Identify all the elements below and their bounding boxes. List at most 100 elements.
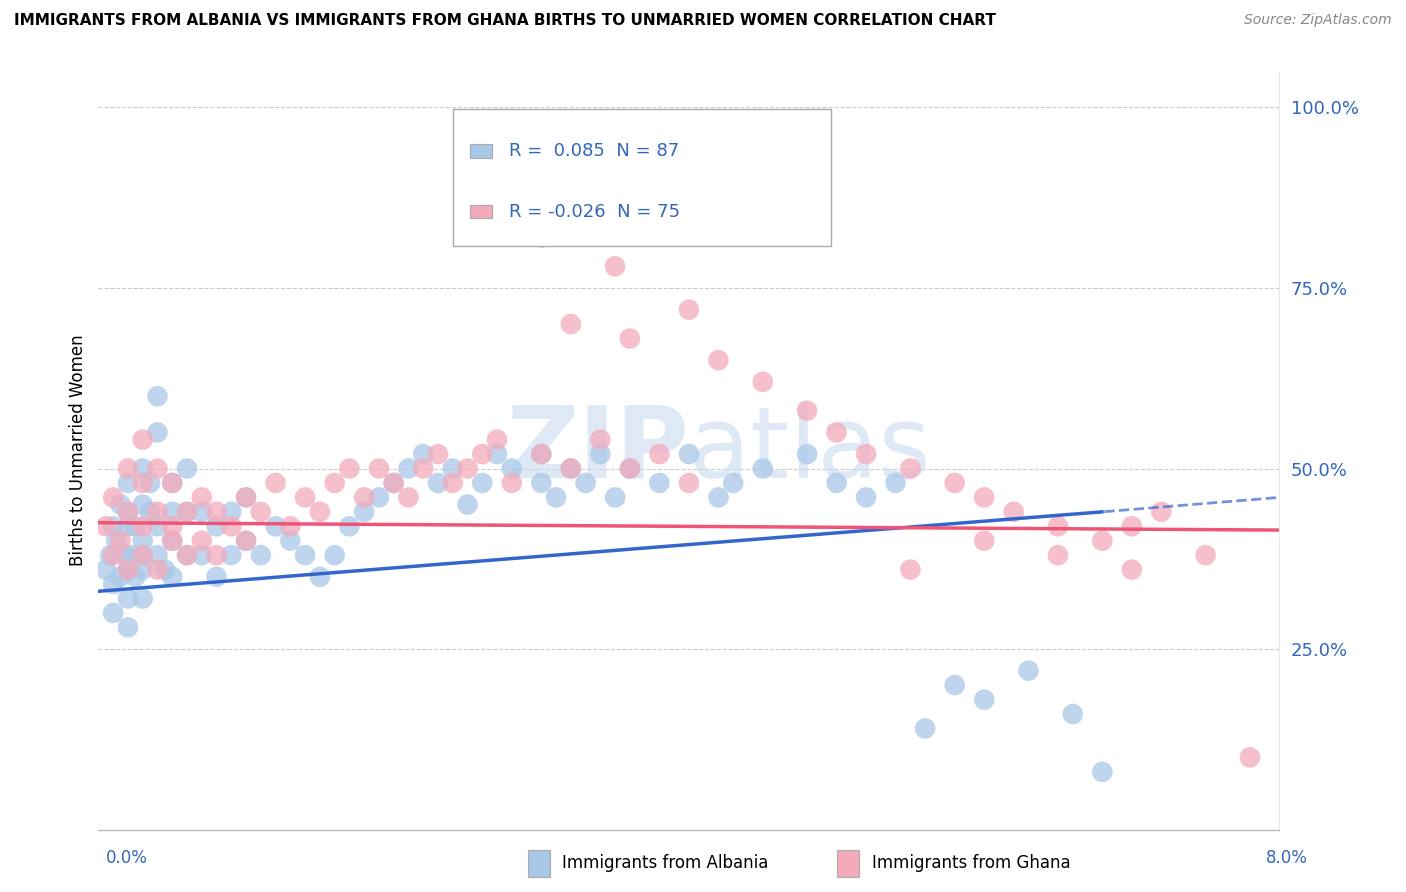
Point xyxy=(339,519,361,533)
Point xyxy=(205,505,228,519)
Point xyxy=(575,475,598,490)
Point xyxy=(825,475,848,490)
Point xyxy=(471,447,494,461)
Point xyxy=(176,461,198,475)
Point xyxy=(132,498,155,512)
Point xyxy=(205,570,228,584)
Point xyxy=(1062,706,1084,721)
Point xyxy=(191,491,214,505)
Point xyxy=(323,548,346,562)
Point xyxy=(1195,548,1218,562)
Point xyxy=(900,461,922,475)
Point xyxy=(132,548,155,562)
Point xyxy=(162,519,183,533)
Point xyxy=(117,505,139,519)
Point xyxy=(323,475,346,490)
Point xyxy=(110,498,132,512)
Point xyxy=(235,491,257,505)
Point xyxy=(427,475,450,490)
Point xyxy=(146,548,169,562)
Point xyxy=(139,505,162,519)
Point xyxy=(501,461,523,475)
Point xyxy=(132,533,155,548)
Point xyxy=(560,317,582,331)
Point xyxy=(914,722,936,736)
Point xyxy=(264,519,287,533)
Point xyxy=(441,461,464,475)
Point xyxy=(382,475,405,490)
Point xyxy=(117,519,139,533)
Point xyxy=(139,475,162,490)
Point xyxy=(353,505,375,519)
Point xyxy=(124,519,146,533)
Text: IMMIGRANTS FROM ALBANIA VS IMMIGRANTS FROM GHANA BIRTHS TO UNMARRIED WOMEN CORRE: IMMIGRANTS FROM ALBANIA VS IMMIGRANTS FR… xyxy=(14,13,995,29)
Text: 8.0%: 8.0% xyxy=(1265,849,1308,867)
Point xyxy=(605,260,627,274)
Point xyxy=(1150,505,1173,519)
Point xyxy=(110,533,132,548)
Point xyxy=(114,548,136,562)
Text: Immigrants from Albania: Immigrants from Albania xyxy=(562,855,769,872)
Point xyxy=(973,533,995,548)
Point xyxy=(146,563,169,577)
Point xyxy=(560,461,582,475)
Point xyxy=(855,447,877,461)
Point xyxy=(146,505,169,519)
Point xyxy=(117,461,139,475)
Point xyxy=(191,533,214,548)
Point xyxy=(162,533,183,548)
Point xyxy=(103,491,125,505)
Point xyxy=(250,505,273,519)
Point xyxy=(471,475,494,490)
Text: atlas: atlas xyxy=(689,402,931,499)
Point xyxy=(191,548,214,562)
Point xyxy=(146,389,169,403)
Point xyxy=(560,461,582,475)
Point xyxy=(339,461,361,475)
Point xyxy=(132,548,155,562)
Point xyxy=(884,475,907,490)
Point xyxy=(124,570,146,584)
Point xyxy=(457,461,479,475)
Point xyxy=(132,433,155,447)
Point xyxy=(280,519,302,533)
Text: 0.0%: 0.0% xyxy=(105,849,148,867)
Point xyxy=(162,475,183,490)
Point xyxy=(546,491,568,505)
Point xyxy=(412,461,434,475)
Point xyxy=(235,533,257,548)
Point xyxy=(103,606,125,620)
Text: R = -0.026  N = 75: R = -0.026 N = 75 xyxy=(509,202,681,220)
Point xyxy=(117,563,139,577)
Point xyxy=(825,425,848,440)
Point xyxy=(796,403,818,417)
Point xyxy=(103,548,125,562)
Point xyxy=(117,563,139,577)
Point xyxy=(132,563,155,577)
Point xyxy=(619,461,641,475)
Point xyxy=(176,505,198,519)
Point xyxy=(132,591,155,606)
Point xyxy=(205,548,228,562)
Point xyxy=(900,563,922,577)
Point xyxy=(427,447,450,461)
Point xyxy=(1018,664,1040,678)
Point xyxy=(530,447,553,461)
Point xyxy=(530,475,553,490)
Point xyxy=(678,302,700,317)
Point xyxy=(309,570,332,584)
Point xyxy=(294,491,316,505)
Point xyxy=(589,447,612,461)
Point xyxy=(162,475,183,490)
FancyBboxPatch shape xyxy=(471,145,492,158)
Point xyxy=(943,678,966,692)
Point xyxy=(146,425,169,440)
FancyBboxPatch shape xyxy=(453,110,831,245)
Point xyxy=(412,447,434,461)
Point xyxy=(162,505,183,519)
Point xyxy=(1239,750,1261,764)
Point xyxy=(1046,548,1070,562)
Point xyxy=(368,491,391,505)
Point xyxy=(105,533,128,548)
Point xyxy=(605,491,627,505)
